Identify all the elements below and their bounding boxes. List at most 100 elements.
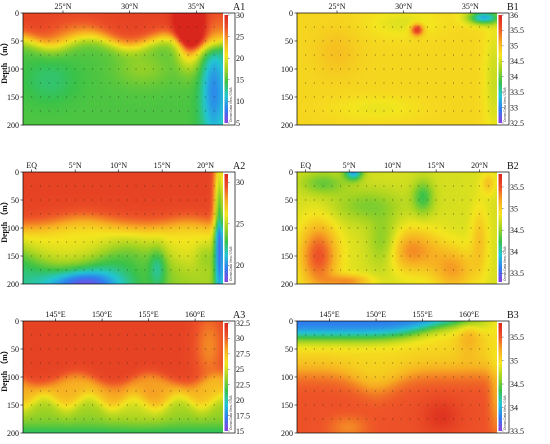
station-dot: [205, 54, 207, 56]
station-dot: [322, 199, 324, 201]
station-dot: [461, 54, 463, 56]
station-dot: [65, 110, 68, 112]
station-dot: [135, 241, 137, 243]
station-dot: [426, 227, 428, 229]
station-dot: [435, 82, 437, 84]
station-dot: [126, 418, 128, 420]
station-dot: [400, 390, 402, 392]
station-dot: [83, 255, 85, 257]
station-dot: [374, 362, 376, 364]
station-dot: [444, 418, 446, 420]
station-dot: [187, 390, 189, 392]
station-dot: [426, 390, 428, 392]
station-dot: [331, 418, 333, 420]
station-dot: [435, 213, 437, 215]
station-dot: [65, 54, 68, 56]
station-dot: [48, 82, 50, 84]
station-dot: [31, 418, 33, 420]
station-dot: [470, 199, 472, 201]
heatmap-A2: [23, 172, 223, 284]
station-dot: [196, 110, 198, 112]
station-dot: [383, 199, 385, 201]
station-dot: [383, 227, 385, 229]
x-tick-label: 35°N: [462, 2, 479, 11]
station-dot: [487, 348, 489, 350]
station-dot: [452, 255, 455, 257]
station-dot: [83, 26, 85, 28]
station-dot: [313, 255, 315, 257]
station-dot: [92, 68, 94, 70]
station-dot: [187, 269, 189, 271]
colorbar-tick-label: 20: [236, 261, 244, 270]
station-dot: [418, 390, 420, 392]
station-dot: [187, 40, 189, 42]
station-dot: [109, 255, 111, 257]
station-dot: [196, 348, 198, 350]
station-dot: [339, 68, 342, 70]
colorbar-tick-label: 25: [236, 32, 244, 41]
station-dot: [74, 404, 76, 406]
x-tick-label: 35°N: [188, 2, 205, 11]
station-dot: [74, 418, 76, 420]
station-dot: [48, 362, 50, 364]
station-dot: [313, 241, 315, 243]
colorbar-tick-label: 22.5: [236, 381, 250, 390]
station-dot: [313, 227, 315, 229]
station-dot: [313, 82, 315, 84]
station-dot: [135, 213, 137, 215]
station-dot: [178, 255, 181, 257]
station-dot: [135, 54, 137, 56]
colorbar-tick-label: 30: [236, 178, 244, 187]
station-dot: [92, 269, 94, 271]
station-dot: [118, 241, 120, 243]
station-dot: [374, 96, 376, 98]
station-dot: [400, 269, 402, 271]
station-dot: [392, 334, 394, 336]
station-dot: [205, 255, 207, 257]
station-dot: [339, 110, 342, 112]
station-dot: [178, 40, 181, 42]
colorbar-tick-label: 15: [236, 76, 244, 85]
station-dot: [187, 110, 189, 112]
x-tick-label: 20°N: [197, 161, 214, 170]
station-dot: [39, 82, 41, 84]
station-dot: [479, 54, 481, 56]
station-dot: [135, 362, 137, 364]
station-dot: [400, 404, 402, 406]
station-dot: [435, 68, 437, 70]
station-dot: [178, 68, 181, 70]
colorbar-tick-label: 32.5: [236, 319, 250, 328]
x-tick-label: 30°N: [395, 2, 412, 11]
station-dot: [305, 110, 307, 112]
station-dot: [305, 54, 307, 56]
station-dot: [48, 241, 50, 243]
station-dot: [65, 68, 68, 70]
station-dot: [187, 82, 189, 84]
colorbar: [498, 323, 502, 431]
panel-A2: Ocean Data View / DIVA 30 25 20 EQ 5°N 10°N 15°…: [0, 161, 245, 289]
station-dot: [126, 40, 128, 42]
panel-B3: Ocean Data View / DIVA 35.5 35 34.5 34 33.5 14…: [281, 310, 524, 438]
station-dot: [178, 348, 181, 350]
station-dot: [74, 54, 76, 56]
station-dot: [205, 376, 207, 378]
station-dot: [205, 269, 207, 271]
station-dot: [39, 255, 41, 257]
station-dot: [409, 40, 411, 42]
station-dot: [213, 110, 215, 112]
colorbar: [224, 174, 228, 282]
x-tick-label: 160°E: [185, 310, 205, 319]
station-dot: [39, 348, 41, 350]
station-dot: [57, 227, 59, 229]
station-dot: [100, 348, 102, 350]
station-dot: [348, 390, 350, 392]
station-dot: [213, 418, 215, 420]
station-dot: [144, 376, 146, 378]
station-dot: [322, 334, 324, 336]
station-dot: [126, 241, 128, 243]
station-dot: [144, 362, 146, 364]
station-dot: [92, 110, 94, 112]
station-dot: [479, 376, 481, 378]
station-dot: [187, 376, 189, 378]
station-dot: [213, 348, 215, 350]
